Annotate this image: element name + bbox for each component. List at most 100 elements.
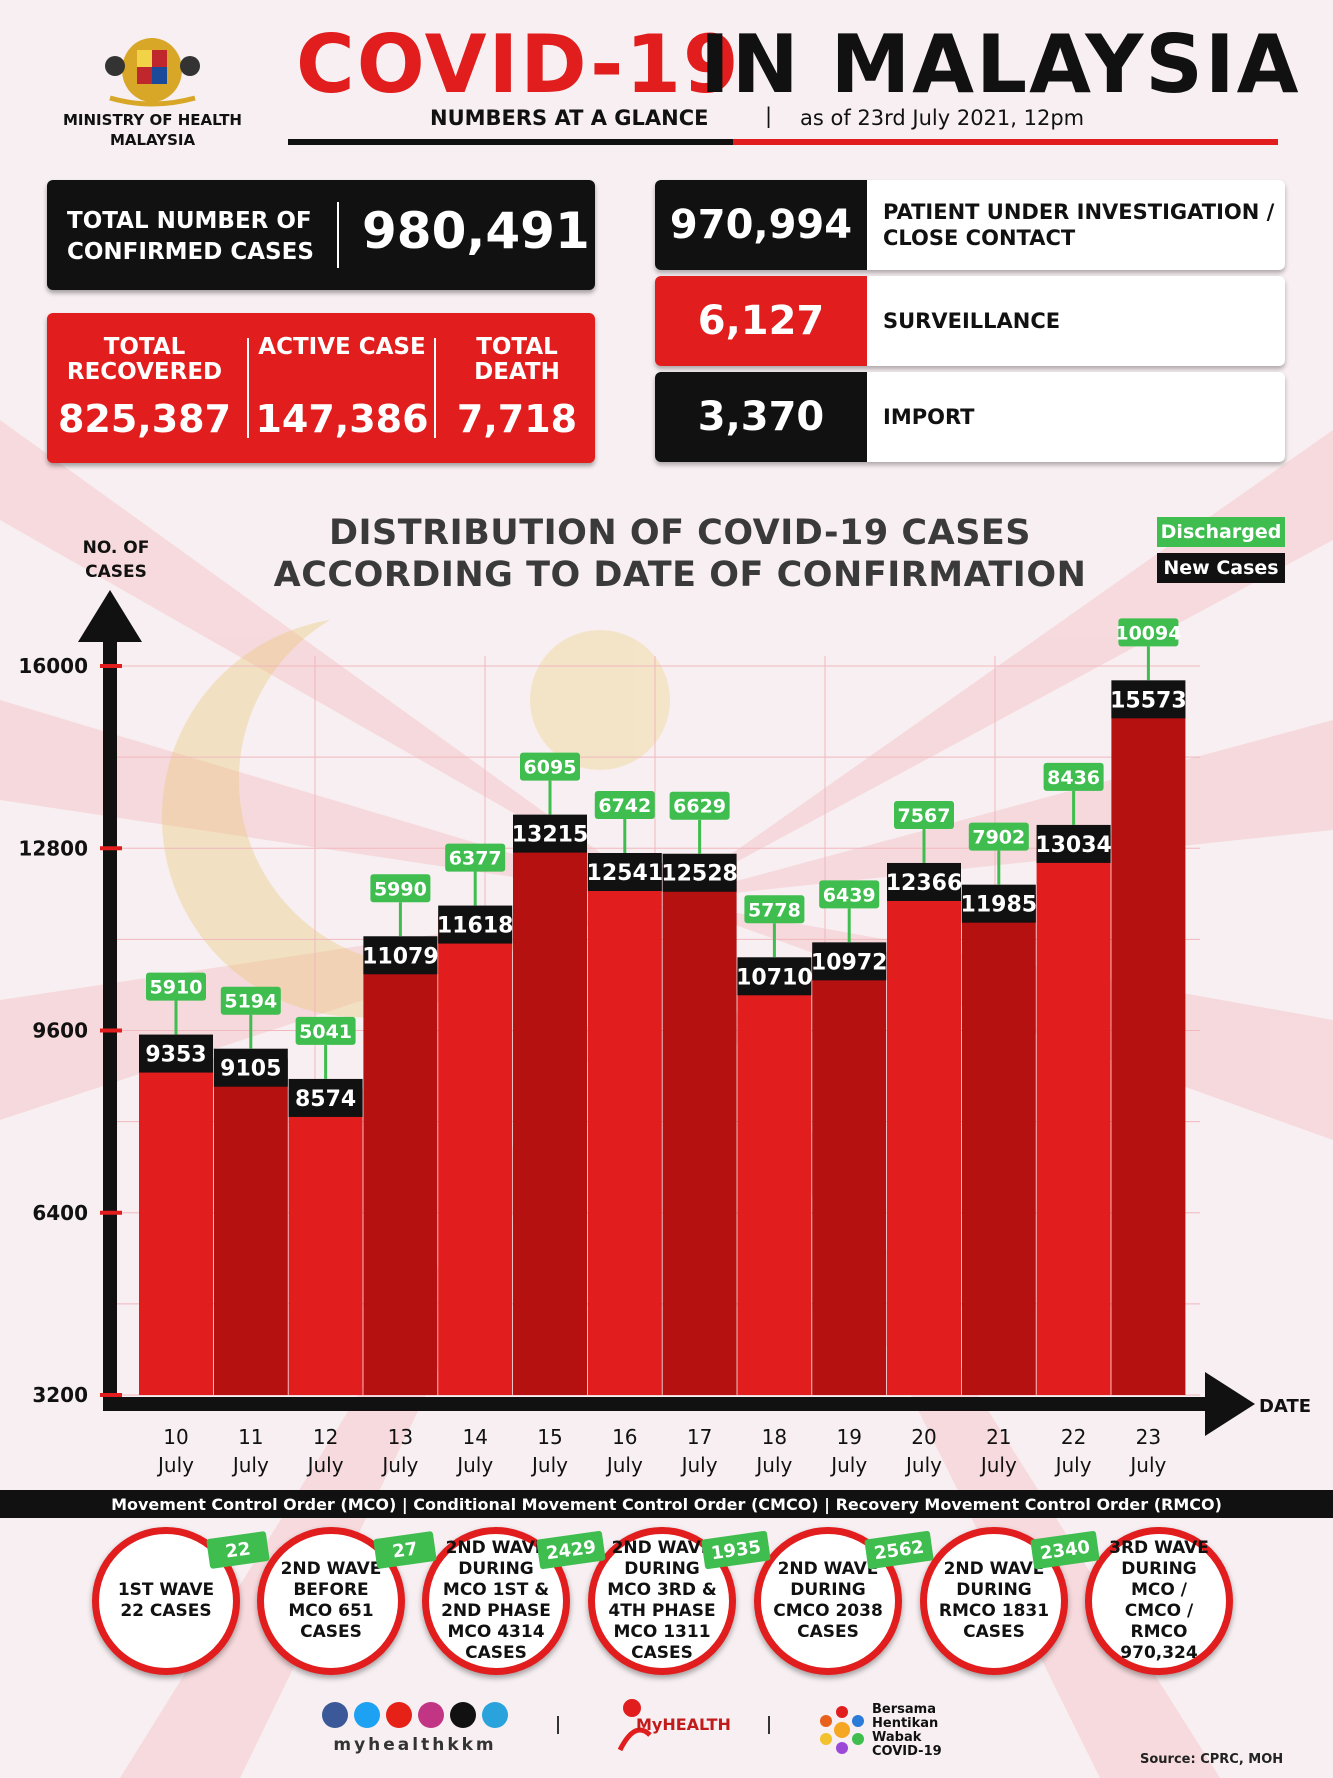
discharged-label-bg bbox=[894, 800, 954, 829]
bar-new-cases bbox=[139, 1044, 213, 1395]
active-label: ACTIVE CASE bbox=[258, 334, 426, 360]
divider bbox=[434, 338, 436, 438]
discharged-label-bg bbox=[594, 791, 655, 820]
legend-new-cases: New Cases bbox=[1157, 553, 1285, 583]
x-tick-label: 20 bbox=[911, 1425, 936, 1449]
new-cases-label-bg bbox=[363, 936, 438, 975]
coat-of-arms-logo bbox=[105, 38, 200, 107]
x-tick-label: 10 bbox=[163, 1425, 188, 1449]
bar-new-cases bbox=[812, 952, 887, 1395]
breakdown-value: 6,127 bbox=[655, 276, 867, 366]
header-rule-black bbox=[288, 139, 733, 145]
x-tick-label: 12 bbox=[313, 1425, 338, 1449]
x-tick-label: July bbox=[605, 1453, 643, 1477]
x-tick-label: July bbox=[306, 1453, 344, 1477]
death-value: 7,718 bbox=[456, 397, 578, 441]
bar-new-cases bbox=[737, 967, 812, 1395]
breakdown-label: PATIENT UNDER INVESTIGATION / CLOSE CONT… bbox=[883, 200, 1275, 250]
new-cases-label: 10972 bbox=[811, 950, 888, 975]
twitter-icon bbox=[354, 1702, 380, 1728]
breakdown-value: 970,994 bbox=[655, 180, 867, 270]
discharged-label-bg bbox=[445, 843, 506, 872]
title-covid: COVID-19 bbox=[296, 18, 741, 111]
new-cases-label-bg bbox=[288, 1078, 363, 1117]
new-cases-label-bg bbox=[887, 862, 961, 901]
x-axis-arrow bbox=[1205, 1372, 1255, 1436]
discharged-label: 6439 bbox=[823, 884, 876, 906]
x-tick-label: July bbox=[156, 1453, 194, 1477]
discharged-label: 10094 bbox=[1115, 622, 1181, 644]
new-cases-label: 9105 bbox=[220, 1057, 281, 1082]
confirmed-cases-panel: TOTAL NUMBER OF CONFIRMED CASES 980,491 bbox=[47, 180, 595, 290]
new-cases-label-bg bbox=[737, 957, 812, 996]
x-tick-label: 14 bbox=[462, 1425, 487, 1449]
confirmed-label: TOTAL NUMBER OF CONFIRMED CASES bbox=[67, 208, 314, 265]
facebook-icon bbox=[322, 1702, 348, 1728]
new-cases-label: 11079 bbox=[362, 944, 439, 969]
recovered-label: TOTAL RECOVERED bbox=[66, 334, 223, 385]
wave-circle: 2ND WAVE DURING MCO 3RD & 4TH PHASE MCO … bbox=[588, 1527, 736, 1675]
discharged-label-bg bbox=[819, 880, 880, 909]
divider bbox=[557, 1716, 559, 1734]
bar-new-cases bbox=[961, 894, 1036, 1395]
discharged-label: 5778 bbox=[748, 899, 801, 921]
x-tick-label: 23 bbox=[1136, 1425, 1161, 1449]
bar-new-cases bbox=[1036, 834, 1111, 1395]
new-cases-label: 12528 bbox=[661, 862, 738, 887]
bar-new-cases bbox=[513, 824, 587, 1395]
new-cases-label: 13034 bbox=[1035, 833, 1112, 858]
x-tick-label: July bbox=[979, 1453, 1017, 1477]
x-tick-label: July bbox=[754, 1453, 792, 1477]
myhealth-text: MyHEALTH bbox=[636, 1715, 731, 1734]
discharged-label: 5194 bbox=[224, 991, 277, 1013]
x-tick-label: July bbox=[680, 1453, 718, 1477]
x-tick-label: 15 bbox=[537, 1425, 562, 1449]
x-tick-label: 11 bbox=[238, 1425, 263, 1449]
breakdown-label: IMPORT bbox=[883, 405, 975, 429]
divider bbox=[247, 338, 249, 438]
new-cases-label-bg bbox=[213, 1048, 288, 1087]
new-cases-label: 11985 bbox=[961, 893, 1038, 918]
discharged-label-bg bbox=[146, 972, 206, 1001]
tiktok-icon bbox=[450, 1702, 476, 1728]
wave-circle: 1ST WAVE 22 CASES bbox=[92, 1527, 240, 1675]
x-tick-label: 13 bbox=[388, 1425, 413, 1449]
x-tick-label: 16 bbox=[612, 1425, 637, 1449]
discharged-label-bg bbox=[669, 791, 730, 820]
breakdown-value: 3,370 bbox=[655, 372, 867, 462]
divider bbox=[768, 1716, 770, 1734]
bersama-text: Bersama Hentikan Wabak COVID-19 bbox=[872, 1702, 942, 1759]
x-tick-label: July bbox=[904, 1453, 942, 1477]
new-cases-label: 12541 bbox=[587, 861, 664, 886]
bar-new-cases bbox=[363, 946, 438, 1395]
breakdown-row-surveillance: 6,127 SURVEILLANCE bbox=[655, 276, 1285, 366]
discharged-label: 7567 bbox=[898, 805, 951, 827]
bar-new-cases bbox=[213, 1058, 288, 1395]
new-cases-label-bg bbox=[1036, 824, 1111, 863]
discharged-label-bg bbox=[370, 874, 431, 903]
discharged-label-bg bbox=[968, 822, 1029, 851]
new-cases-label: 13215 bbox=[512, 823, 589, 848]
wave-circle: 3RD WAVE DURING MCO / CMCO / RMCO 970,32… bbox=[1085, 1527, 1233, 1675]
x-tick-label: 21 bbox=[986, 1425, 1011, 1449]
x-tick-label: July bbox=[829, 1453, 867, 1477]
x-tick-label: 17 bbox=[687, 1425, 712, 1449]
new-cases-label-bg bbox=[1111, 680, 1186, 719]
x-tick-label: July bbox=[1054, 1453, 1092, 1477]
new-cases-label: 9353 bbox=[145, 1043, 206, 1068]
y-tick-label: 6400 bbox=[32, 1201, 88, 1225]
bar-new-cases bbox=[288, 1088, 363, 1395]
x-tick-label: July bbox=[1128, 1453, 1166, 1477]
ministry-name: MINISTRY OF HEALTH MALAYSIA bbox=[63, 111, 242, 149]
discharged-label: 6377 bbox=[449, 848, 502, 870]
mco-legend-bar: Movement Control Order (MCO) | Condition… bbox=[0, 1490, 1333, 1518]
social-handle: myhealthkkm bbox=[333, 1735, 497, 1755]
discharged-label-bg bbox=[520, 752, 580, 781]
discharged-label-bg bbox=[744, 895, 805, 924]
discharged-label-bg bbox=[295, 1016, 356, 1045]
discharged-label-bg bbox=[220, 986, 281, 1015]
telegram-icon bbox=[482, 1702, 508, 1728]
bar-chart: 3200 6400 9600 12800 16000 NO. OF CASES DATE 93… bbox=[18, 538, 1311, 1477]
y-axis-arrow bbox=[78, 590, 142, 642]
title-malaysia: IN MALAYSIA bbox=[700, 18, 1301, 111]
